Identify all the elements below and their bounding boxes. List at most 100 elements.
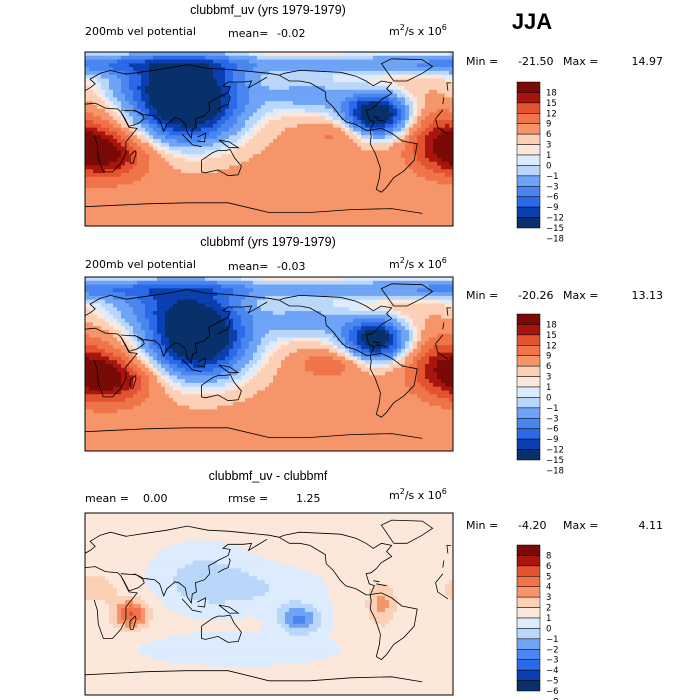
field-cell <box>385 154 390 159</box>
field-cell <box>169 173 174 178</box>
field-cell <box>317 93 322 98</box>
field-cell <box>117 280 122 285</box>
field-cell <box>313 67 318 72</box>
field-cell <box>161 70 166 76</box>
field-cell <box>297 280 302 285</box>
field-cell <box>237 101 242 106</box>
field-cell <box>213 214 218 219</box>
field-cell <box>309 161 314 166</box>
field-cell <box>321 146 326 151</box>
field-cell <box>225 277 230 282</box>
field-cell <box>345 116 350 121</box>
field-cell <box>209 191 214 197</box>
field-cell <box>377 188 382 193</box>
field-cell <box>393 52 398 57</box>
field-cell <box>377 142 382 147</box>
field-cell <box>85 82 90 87</box>
field-cell <box>421 161 426 166</box>
field-cell <box>205 116 210 121</box>
field-cell <box>325 131 330 136</box>
field-cell <box>189 70 194 76</box>
field-cell <box>417 135 422 140</box>
field-cell <box>269 108 274 113</box>
field-cell <box>317 210 322 216</box>
field-cell <box>449 165 453 170</box>
field-cell <box>245 93 250 98</box>
field-cell <box>349 157 354 163</box>
field-cell <box>425 78 430 83</box>
field-cell <box>141 104 146 110</box>
field-cell <box>201 63 206 68</box>
field-cell <box>133 184 138 189</box>
field-cell <box>177 210 182 216</box>
field-cell <box>365 203 370 208</box>
field-cell <box>329 146 334 151</box>
field-cell <box>185 154 190 159</box>
field-cell <box>181 280 186 285</box>
mean-label: mean= <box>228 27 268 40</box>
field-cell <box>353 74 358 79</box>
field-cell <box>105 169 110 174</box>
field-cell <box>289 191 294 197</box>
colorbar-tick-label: −6 <box>546 193 559 203</box>
field-cell <box>169 303 174 308</box>
field-cell <box>301 123 306 129</box>
field-cell <box>221 127 226 132</box>
field-cell <box>313 131 318 136</box>
field-cell <box>197 199 202 204</box>
contour-map <box>85 52 453 226</box>
field-cell <box>341 180 346 185</box>
field-cell <box>341 191 346 197</box>
field-cell <box>169 108 174 113</box>
field-cell <box>405 112 410 117</box>
field-cell <box>313 70 318 76</box>
field-cell <box>233 146 238 151</box>
field-cell <box>329 222 334 226</box>
field-cell <box>365 280 370 285</box>
field-cell <box>261 82 266 87</box>
field-cell <box>413 89 418 95</box>
field-cell <box>429 277 434 282</box>
field-cell <box>401 67 406 72</box>
field-cell <box>353 131 358 136</box>
field-cell <box>373 180 378 185</box>
field-cell <box>217 82 222 87</box>
field-cell <box>93 116 98 121</box>
field-cell <box>381 146 386 151</box>
field-cell <box>125 70 130 76</box>
field-cell <box>173 188 178 193</box>
field-cell <box>233 299 238 304</box>
field-cell <box>201 104 206 110</box>
field-cell <box>357 169 362 174</box>
field-cell <box>101 214 106 219</box>
field-cell <box>289 142 294 147</box>
field-cell <box>161 299 166 304</box>
field-cell <box>125 123 130 129</box>
field-cell <box>373 292 378 297</box>
field-cell <box>297 108 302 113</box>
field-cell <box>341 146 346 151</box>
field-cell <box>377 292 382 297</box>
field-cell <box>293 146 298 151</box>
field-cell <box>193 280 198 285</box>
field-cell <box>245 120 250 125</box>
field-cell <box>153 214 158 219</box>
field-cell <box>113 303 118 308</box>
field-cell <box>425 176 430 182</box>
field-cell <box>121 135 126 140</box>
field-cell <box>145 299 150 304</box>
field-cell <box>281 112 286 117</box>
field-cell <box>273 70 278 76</box>
field-cell <box>137 123 142 129</box>
field-cell <box>113 139 118 144</box>
field-cell <box>105 139 110 144</box>
field-cell <box>141 277 146 282</box>
field-cell <box>269 214 274 219</box>
field-cell <box>217 161 222 166</box>
field-cell <box>269 93 274 98</box>
field-cell <box>85 59 90 64</box>
field-cell <box>281 101 286 106</box>
field-cell <box>345 161 350 166</box>
field-cell <box>321 93 326 98</box>
field-cell <box>449 284 453 289</box>
